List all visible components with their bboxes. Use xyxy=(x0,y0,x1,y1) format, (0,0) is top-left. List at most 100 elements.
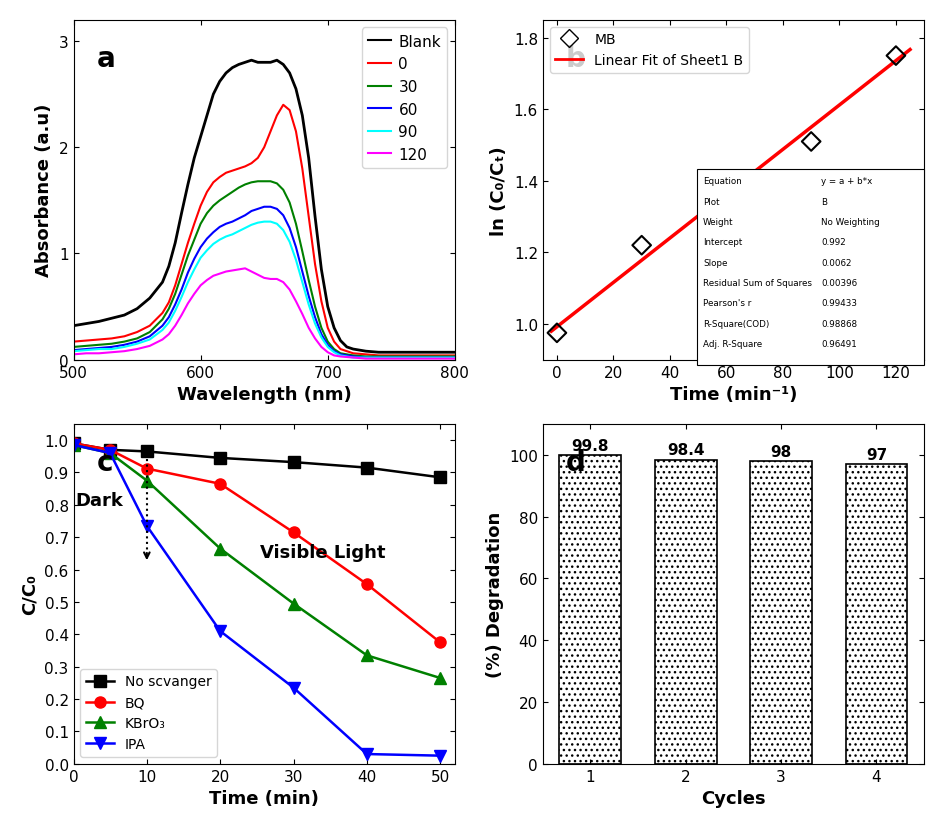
30 xyxy=(239,181,250,190)
Text: Plot: Plot xyxy=(702,197,718,206)
120 xyxy=(169,321,180,331)
120 xyxy=(322,348,333,358)
Legend: MB, Linear Fit of Sheet1 B: MB, Linear Fit of Sheet1 B xyxy=(549,28,748,74)
BQ xyxy=(68,439,79,449)
30 xyxy=(436,352,447,362)
30 xyxy=(245,178,257,188)
90 xyxy=(245,220,257,230)
Blank xyxy=(264,58,276,68)
30 xyxy=(233,184,244,194)
IPA xyxy=(288,683,299,693)
60 xyxy=(143,332,155,342)
0 xyxy=(296,164,308,174)
90 xyxy=(119,343,130,353)
60 xyxy=(315,330,327,339)
Blank xyxy=(157,278,168,288)
Text: 99.8: 99.8 xyxy=(571,439,609,454)
90 xyxy=(68,347,79,357)
60 xyxy=(303,291,314,301)
0 xyxy=(201,188,212,198)
IPA xyxy=(434,751,446,761)
Blank xyxy=(220,69,231,79)
90 xyxy=(283,238,295,248)
Blank xyxy=(233,60,244,70)
0 xyxy=(271,111,282,121)
0 xyxy=(157,309,168,319)
120 xyxy=(296,310,308,320)
60 xyxy=(189,254,200,264)
30 xyxy=(309,302,320,312)
120 xyxy=(423,354,434,364)
Y-axis label: C/C₀: C/C₀ xyxy=(21,574,39,614)
120 xyxy=(208,272,219,282)
0 xyxy=(385,351,396,361)
30 xyxy=(213,196,225,206)
90 xyxy=(143,335,155,345)
60 xyxy=(398,354,410,363)
60 xyxy=(119,340,130,350)
120 xyxy=(290,297,301,307)
Blank xyxy=(322,302,333,312)
0 xyxy=(106,334,117,344)
120 xyxy=(239,264,250,274)
Blank xyxy=(341,343,352,353)
60 xyxy=(68,346,79,356)
90 xyxy=(373,354,384,363)
0 xyxy=(252,154,263,164)
120 xyxy=(157,335,168,345)
Blank xyxy=(347,344,359,354)
120 xyxy=(264,275,276,285)
90 xyxy=(201,246,212,256)
120 xyxy=(245,267,257,277)
Blank xyxy=(143,294,155,304)
120 xyxy=(360,354,371,364)
Blank xyxy=(163,262,175,272)
BQ xyxy=(434,638,446,647)
0 xyxy=(194,201,206,211)
90 xyxy=(208,239,219,249)
30 xyxy=(169,290,180,300)
90 xyxy=(176,292,187,302)
60 xyxy=(259,203,270,213)
KBrO₃ xyxy=(141,476,152,486)
Line: 90: 90 xyxy=(74,223,454,359)
IPA xyxy=(141,522,152,532)
Blank xyxy=(176,209,187,219)
Blank xyxy=(239,58,250,68)
120 xyxy=(278,278,289,288)
0 xyxy=(373,351,384,361)
Blank xyxy=(189,154,200,164)
60 xyxy=(252,205,263,214)
90 xyxy=(303,300,314,310)
30 xyxy=(131,334,143,344)
120 xyxy=(309,334,320,344)
Blank xyxy=(252,58,263,68)
60 xyxy=(423,354,434,363)
120 xyxy=(233,265,244,275)
Line: BQ: BQ xyxy=(68,438,446,648)
120 xyxy=(93,349,105,359)
0 xyxy=(245,159,257,169)
No scvanger xyxy=(288,458,299,468)
KBrO₃ xyxy=(214,544,226,554)
60 xyxy=(169,300,180,310)
Bar xyxy=(845,465,906,763)
Blank xyxy=(201,111,212,121)
Y-axis label: (%) Degradation: (%) Degradation xyxy=(485,511,503,677)
60 xyxy=(227,218,238,228)
Bar xyxy=(559,456,621,763)
0 xyxy=(322,324,333,334)
0 xyxy=(398,351,410,361)
60 xyxy=(201,234,212,244)
60 xyxy=(239,211,250,221)
BQ xyxy=(361,580,372,590)
0 xyxy=(169,281,180,291)
60 xyxy=(106,343,117,353)
90 xyxy=(360,354,371,363)
30 xyxy=(347,351,359,361)
0 xyxy=(119,332,130,342)
Line: IPA: IPA xyxy=(68,440,446,761)
Blank xyxy=(182,181,194,190)
30 xyxy=(290,219,301,229)
Text: B: B xyxy=(820,197,826,206)
